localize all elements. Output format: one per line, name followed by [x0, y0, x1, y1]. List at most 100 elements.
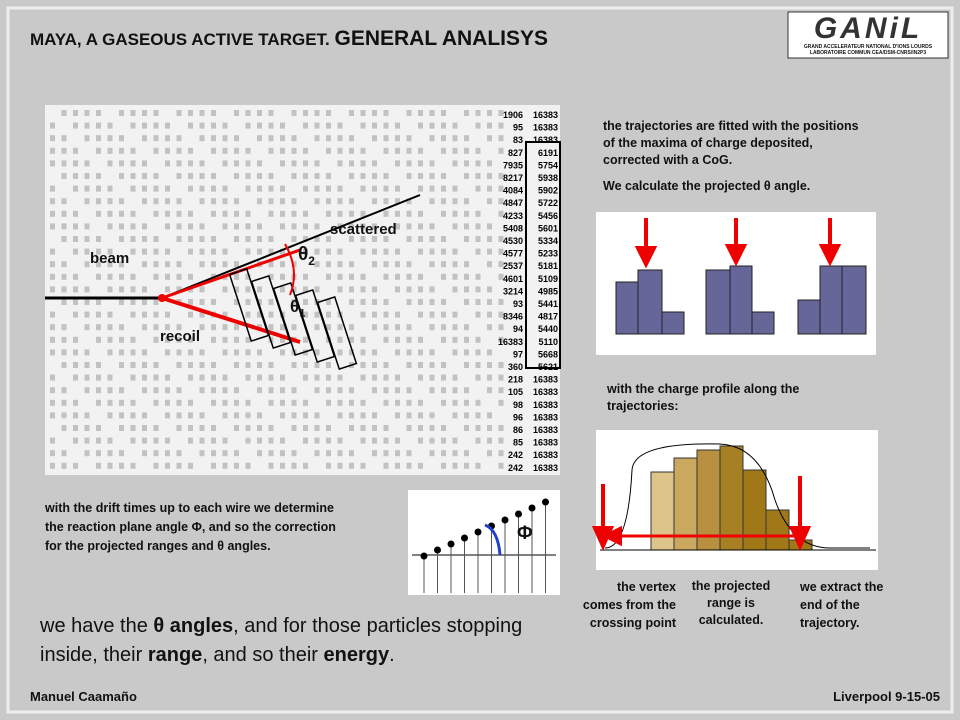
digit-dot	[280, 336, 285, 343]
matrix-value: 16383	[533, 110, 558, 120]
digit-dot	[395, 437, 400, 444]
digit-dot	[303, 185, 308, 192]
digit-dot	[406, 387, 412, 394]
digit-dot	[199, 437, 205, 444]
digit-dot	[349, 210, 354, 217]
digit-dot	[487, 286, 492, 293]
digit-dot	[176, 110, 182, 116]
digit-dot	[452, 210, 458, 217]
matrix-value: 5408	[503, 223, 523, 233]
matrix-value: 16383	[533, 412, 558, 422]
digit-dot	[429, 110, 435, 116]
summary-part: θ angles	[153, 615, 234, 637]
logo-line: LABORATOIRE COMMUN CEA/DSM-CNRS/IN2P3	[809, 50, 927, 56]
digit-dot	[73, 110, 78, 116]
digit-dot	[280, 374, 285, 381]
digit-dot	[107, 374, 113, 381]
digit-dot	[349, 160, 354, 167]
digit-dot	[498, 135, 504, 142]
digit-dot	[61, 399, 67, 406]
digit-dot	[142, 412, 147, 419]
digit-dot	[84, 387, 90, 394]
digit-dot	[487, 185, 492, 192]
phi-point	[542, 498, 549, 506]
digit-dot	[142, 425, 147, 431]
digit-dot	[119, 236, 124, 242]
digit-dot	[61, 462, 67, 469]
matrix-value: 16383	[533, 425, 558, 435]
digit-dot	[441, 362, 446, 368]
digit-dot	[429, 299, 435, 305]
digit-dot	[406, 425, 412, 431]
digit-dot	[73, 248, 78, 255]
digit-dot	[222, 387, 228, 394]
digit-dot	[268, 437, 274, 444]
digit-dot	[61, 135, 67, 142]
digit-dot	[498, 248, 504, 255]
matrix-value: 5668	[538, 349, 558, 359]
digit-dot	[50, 261, 55, 268]
digit-dot	[303, 425, 308, 431]
matrix-value: 5440	[538, 324, 558, 334]
digit-dot	[280, 185, 285, 192]
digit-dot	[142, 198, 147, 205]
digit-dot	[464, 273, 469, 280]
digit-dot	[326, 462, 331, 469]
digit-dot	[245, 399, 251, 406]
digit-dot	[107, 261, 113, 268]
digit-dot	[165, 374, 170, 381]
digit-dot	[245, 425, 251, 431]
digit-dot	[280, 387, 285, 394]
digit-dot	[303, 110, 308, 116]
digit-dot	[326, 450, 331, 457]
digit-dot	[303, 236, 308, 242]
digit-dot	[429, 349, 435, 356]
digit-dot	[429, 412, 435, 419]
digit-dot	[337, 122, 343, 129]
digit-dot	[498, 210, 504, 217]
digit-dot	[372, 135, 377, 142]
digit-dot	[211, 437, 216, 444]
digit-dot	[349, 273, 354, 280]
digit-dot	[360, 311, 366, 318]
digit-dot	[61, 425, 67, 431]
digit-dot	[234, 210, 239, 217]
digit-dot	[487, 412, 492, 419]
digit-dot	[303, 299, 308, 305]
digit-dot	[188, 299, 193, 305]
drift-text: with the drift times up to each wire we …	[45, 501, 336, 553]
digit-dot	[73, 349, 78, 356]
digit-dot	[291, 147, 297, 154]
digit-dot	[406, 160, 412, 167]
digit-dot	[498, 236, 504, 242]
digit-dot	[153, 236, 159, 242]
digit-dot	[314, 185, 320, 192]
digit-dot	[475, 173, 481, 179]
digit-dot	[441, 387, 446, 394]
digit-dot	[176, 273, 182, 280]
digit-dot	[84, 173, 90, 179]
digit-dot	[349, 261, 354, 268]
digit-dot	[475, 437, 481, 444]
digit-dot	[406, 135, 412, 142]
digit-dot	[406, 399, 412, 406]
digit-dot	[349, 387, 354, 394]
digit-dot	[257, 236, 262, 242]
digit-dot	[395, 210, 400, 217]
scattered-line	[161, 194, 421, 299]
digit-dot	[96, 173, 101, 179]
phi-point	[474, 528, 482, 536]
digit-dot	[107, 160, 113, 167]
digit-dot	[130, 362, 136, 368]
digit-dot	[119, 324, 124, 331]
digit-dot	[153, 336, 159, 343]
digit-dot	[176, 425, 182, 431]
profile-text: with the charge profile along the trajec…	[607, 382, 800, 413]
digit-dot	[61, 387, 67, 394]
digit-dot	[153, 248, 159, 255]
digit-dot	[383, 210, 389, 217]
digit-dot	[96, 185, 101, 192]
digit-dot	[418, 399, 423, 406]
digit-dot	[119, 462, 124, 469]
digit-dot	[50, 462, 55, 469]
